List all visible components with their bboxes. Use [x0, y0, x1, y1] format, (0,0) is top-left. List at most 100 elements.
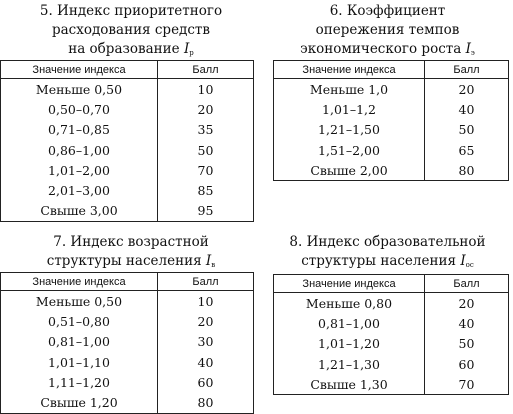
- caption-table-6: 6. Коэффициент опережения темпов экономи…: [262, 2, 513, 63]
- caption-8-line2: структуры населения: [301, 253, 457, 269]
- table-8-points: 20: [424, 292, 509, 314]
- table-8-value: 1,01–1,20: [318, 336, 380, 352]
- table-5-value: 0,86–1,00: [48, 142, 110, 158]
- table-row: 1,01–1,10 40: [1, 351, 254, 373]
- table-7-points: 40: [157, 351, 254, 373]
- table-row: 1,51–2,00 65: [274, 139, 509, 161]
- table-7-points: 10: [157, 290, 254, 312]
- table-6-points: 40: [424, 99, 509, 120]
- caption-table-7: 7. Индекс возрастной структуры населения…: [0, 233, 262, 275]
- table-7-points: 20: [157, 311, 254, 332]
- table-5-points: 95: [157, 200, 254, 223]
- table-row: 0,71–0,85 35: [1, 119, 254, 140]
- caption-5-line2: расходования средств: [51, 22, 211, 38]
- table-7-value: 1,01–1,10: [48, 354, 110, 370]
- table-5-value: Свыше 3,00: [0, 200, 158, 223]
- table-6-value: 1,21–1,50: [318, 122, 380, 138]
- caption-table-5: 5. Индекс приоритетного расходования сре…: [0, 2, 262, 63]
- table-8-points: 50: [424, 333, 509, 354]
- table-row: Свыше 1,30 70: [273, 374, 509, 396]
- table-row: 1,11–1,20 60: [1, 372, 254, 393]
- table-8-header-row: Значение индекса Балл: [273, 274, 509, 293]
- table-5-value: 1,01–2,00: [48, 162, 110, 178]
- table-7-points: 30: [157, 331, 254, 352]
- table-row: 0,81–1,00 40: [274, 313, 509, 334]
- table-row: 0,51–0,80 20: [1, 311, 254, 332]
- table-row: 1,21–1,50 50: [274, 119, 509, 140]
- table-8: Значение индекса Балл Меньше 0,80 20 0,8…: [273, 274, 509, 396]
- table-6-points: 80: [424, 160, 509, 182]
- index-symbol-7: I: [205, 253, 212, 269]
- table-8-col-value: Значение индекса: [273, 274, 425, 293]
- table-6-value: 1,01–1,2: [322, 101, 376, 117]
- table-6-col-points: Балл: [424, 60, 509, 79]
- table-5-col-points: Балл: [157, 60, 254, 79]
- table-row: Меньше 0,50 10: [1, 290, 254, 312]
- caption-8-line1: 8. Индекс образовательной: [289, 234, 486, 250]
- table-6-header-row: Значение индекса Балл: [273, 60, 509, 79]
- index-symbol-8: I: [460, 253, 466, 269]
- table-5-points: 85: [157, 180, 254, 201]
- table-8-value: 1,21–1,30: [318, 356, 380, 372]
- table-5-col-value: Значение индекса: [0, 60, 158, 79]
- table-5-points: 70: [157, 160, 254, 181]
- table-row: Меньше 1,0 20: [274, 78, 509, 100]
- index-symbol-6: I: [465, 41, 471, 57]
- caption-7-line1: 7. Индекс возрастной: [53, 234, 209, 250]
- caption-6-line2: опережения темпов: [315, 22, 460, 38]
- table-5-points: 10: [157, 78, 254, 100]
- table-5-points: 20: [157, 99, 254, 120]
- table-5-points: 35: [157, 119, 254, 140]
- table-row: Меньше 0,50 10: [1, 78, 254, 100]
- table-6-value: Меньше 1,0: [309, 81, 389, 97]
- table-7-col-points: Балл: [157, 272, 254, 291]
- table-7-col-value: Значение индекса: [0, 272, 158, 291]
- table-5-points: 50: [157, 139, 254, 161]
- table-row: 0,86–1,00 50: [1, 139, 254, 161]
- table-7-value: 1,11–1,20: [48, 374, 110, 390]
- table-row: 0,50–0,70 20: [1, 99, 254, 120]
- caption-5-line1: 5. Индекс приоритетного: [39, 3, 223, 19]
- table-7-value: 0,81–1,00: [48, 334, 110, 350]
- table-row: 0,81–1,00 30: [1, 331, 254, 352]
- table-row: 1,01–1,2 40: [274, 99, 509, 120]
- table-row: 1,21–1,30 60: [274, 353, 509, 375]
- caption-table-8: 8. Индекс образовательной структуры насе…: [262, 233, 513, 275]
- table-5: Значение индекса Балл Меньше 0,50 10 0,5…: [0, 60, 254, 223]
- table-7-points: 80: [157, 392, 254, 414]
- table-5-value: 0,50–0,70: [48, 101, 110, 117]
- index-subscript-5: р: [189, 49, 194, 57]
- table-8-value: Свыше 1,30: [273, 374, 425, 396]
- table-7-points: 60: [157, 372, 254, 393]
- table-6-points: 50: [424, 119, 509, 140]
- table-7-value: Свыше 1,20: [0, 392, 158, 414]
- table-row: Свыше 3,00 95: [0, 200, 254, 223]
- table-row: 2,01–3,00 85: [1, 180, 254, 201]
- table-6-col-value: Значение индекса: [273, 60, 425, 79]
- table-6-value: Свыше 2,00: [273, 160, 425, 182]
- caption-6-line3: экономического роста: [300, 41, 462, 57]
- index-subscript-7: в: [211, 261, 216, 269]
- table-8-points: 60: [424, 353, 509, 375]
- table-6-value: 1,51–2,00: [318, 142, 380, 158]
- caption-6-line1: 6. Коэффициент: [329, 3, 446, 19]
- table-6-points: 65: [424, 139, 509, 161]
- index-symbol-5: I: [183, 41, 190, 57]
- table-8-points: 40: [424, 313, 509, 334]
- table-5-value: Меньше 0,50: [35, 81, 123, 97]
- table-8-value: Меньше 0,80: [305, 295, 393, 311]
- table-7-value: Меньше 0,50: [35, 293, 123, 309]
- table-5-value: 2,01–3,00: [48, 183, 110, 199]
- table-7: Значение индекса Балл Меньше 0,50 10 0,5…: [0, 272, 254, 414]
- table-8-points: 70: [424, 374, 509, 396]
- table-row: Свыше 2,00 80: [273, 160, 509, 182]
- table-8-value: 0,81–1,00: [318, 315, 380, 331]
- table-row: 1,01–1,20 50: [274, 333, 509, 354]
- caption-5-line3: на образование: [68, 41, 180, 57]
- table-row: Меньше 0,80 20: [274, 292, 509, 314]
- index-subscript-8: ос: [465, 261, 474, 269]
- table-5-header-row: Значение индекса Балл: [0, 60, 254, 79]
- caption-7-line2: структуры населения: [46, 253, 202, 269]
- table-6-points: 20: [424, 78, 509, 100]
- table-8-col-points: Балл: [424, 274, 509, 293]
